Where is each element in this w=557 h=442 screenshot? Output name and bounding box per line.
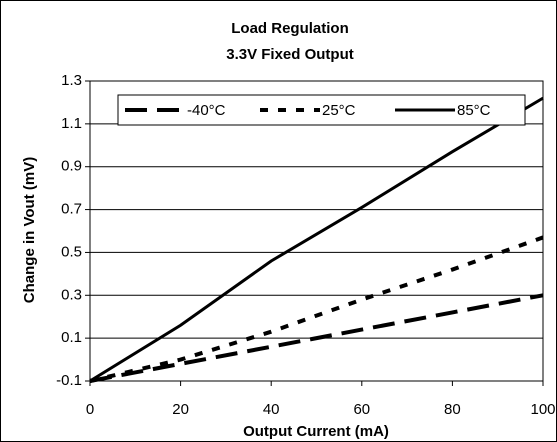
x-tick-label: 0: [86, 401, 94, 418]
plot-area: [89, 80, 544, 382]
x-tick-label: 60: [353, 401, 370, 418]
legend-label: 25°C: [322, 102, 356, 119]
y-tick-label: -0.1: [56, 372, 82, 389]
legend-box: [117, 94, 526, 126]
y-tick-label: 0.3: [61, 286, 82, 303]
legend-label: -40°C: [187, 102, 226, 119]
y-tick-label: 0.5: [61, 243, 82, 260]
series-line: [89, 235, 544, 383]
y-tick-label: 0.1: [61, 329, 82, 346]
x-axis-label: Output Current (mA): [243, 423, 389, 440]
legend-label: 85°C: [457, 102, 491, 119]
x-tick-label: 40: [263, 401, 280, 418]
x-tick-label: 20: [172, 401, 189, 418]
chart-title: Load Regulation: [231, 20, 349, 37]
y-tick-label: 1.3: [61, 72, 82, 89]
y-axis-label: Change in Vout (mV): [21, 157, 38, 303]
y-tick-label: 1.1: [61, 115, 82, 132]
x-tick-label: 100: [530, 401, 555, 418]
series-line: [89, 96, 544, 383]
chart-subtitle: 3.3V Fixed Output: [226, 46, 354, 63]
y-tick-label: 0.7: [61, 201, 82, 218]
series-line: [89, 293, 544, 383]
x-tick-label: 80: [444, 401, 461, 418]
y-tick-label: 0.9: [61, 158, 82, 175]
